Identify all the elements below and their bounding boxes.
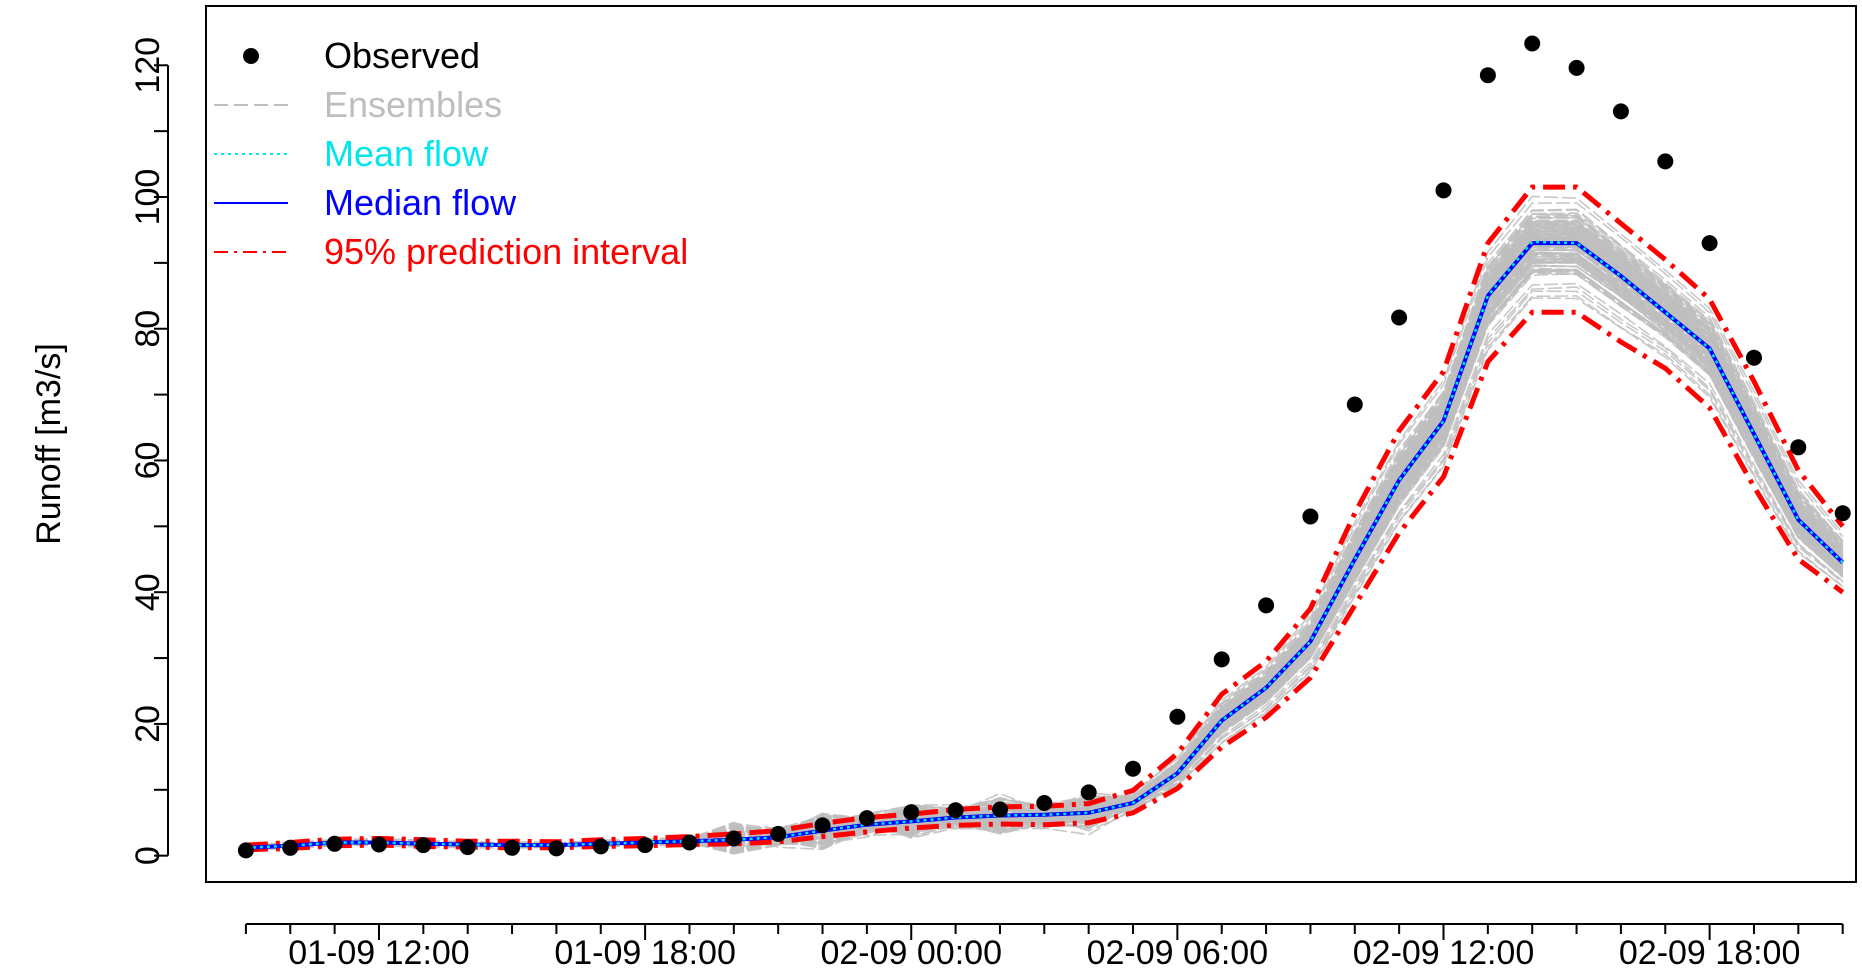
legend-label: Observed: [324, 35, 480, 76]
y-tick-label: 0: [129, 846, 167, 865]
observed-point: [1435, 182, 1452, 199]
ensemble-member: [245, 297, 1844, 850]
observed-point: [814, 817, 831, 834]
observed-point: [1568, 59, 1585, 76]
observed-point: [1524, 35, 1541, 52]
observed-point: [592, 838, 609, 855]
observed-point: [1346, 396, 1363, 413]
observed-point: [504, 839, 520, 856]
ensemble-member: [245, 225, 1844, 849]
x-tick-label: 02-09 12:00: [1353, 934, 1535, 970]
ensemble-member: [245, 217, 1844, 847]
ensemble-member: [245, 249, 1844, 849]
x-tick-label: 01-09 18:00: [554, 934, 736, 970]
y-tick-label: 20: [129, 705, 167, 743]
observed-point: [1080, 784, 1097, 801]
observed-point: [947, 802, 964, 819]
ensemble-member: [245, 290, 1844, 851]
y-tick-label: 80: [129, 310, 167, 348]
observed-point: [1169, 708, 1186, 725]
observed-point: [992, 801, 1008, 818]
ensemble-member: [245, 235, 1844, 849]
ensemble-member: [245, 286, 1844, 850]
observed-point: [1302, 508, 1319, 525]
y-tick-label: 40: [129, 573, 167, 611]
observed-point: [1834, 505, 1851, 522]
legend-label: 95% prediction interval: [324, 231, 688, 272]
ensemble-member: [245, 259, 1844, 855]
x-tick-label: 02-09 18:00: [1619, 934, 1801, 970]
observed-point: [725, 830, 742, 847]
observed-point: [1479, 67, 1496, 84]
ensemble-member: [245, 264, 1844, 850]
observed-point: [770, 825, 787, 842]
y-axis-title: Runoff [m3/s]: [30, 343, 68, 545]
observed-point: [237, 842, 254, 859]
observed-point: [903, 804, 920, 821]
x-tick-label: 01-09 12:00: [288, 934, 470, 970]
y-tick-label: 100: [129, 169, 167, 226]
observed-point: [1657, 153, 1674, 170]
x-tick-label: 02-09 06:00: [1087, 934, 1269, 970]
y-tick-label: 120: [129, 37, 167, 94]
legend-label: Ensembles: [324, 84, 502, 125]
legend-label: Median flow: [324, 182, 517, 223]
observed-point: [548, 840, 565, 857]
observed-point: [1036, 795, 1053, 811]
observed-point: [326, 835, 343, 852]
ensemble-member: [245, 236, 1844, 850]
observed-point: [858, 810, 875, 827]
legend-label: Mean flow: [324, 133, 489, 174]
y-tick-label: 60: [129, 442, 167, 480]
observed-point: [1612, 103, 1629, 120]
observed-point: [371, 836, 387, 853]
observed-point: [1746, 349, 1762, 366]
x-tick-label: 02-09 00:00: [820, 934, 1002, 970]
observed-point: [637, 837, 654, 854]
observed-point: [1125, 760, 1141, 777]
observed-point: [1213, 651, 1230, 668]
legend: Observed Ensembles Mean flow Median flow 95%…: [214, 35, 688, 272]
ensemble-member: [245, 261, 1844, 849]
observed-point: [1790, 439, 1807, 456]
ensemble-member: [245, 246, 1844, 854]
observed-point: [1701, 235, 1718, 252]
axes-layer: 0 20 40 60 80 100 120 01-09 12:00 01-09 18:00 02-…: [129, 37, 1844, 970]
observed-points-layer: [237, 35, 1851, 859]
plot-frame: [205, 5, 1857, 883]
observed-point: [415, 837, 432, 854]
observed-point: [282, 839, 299, 856]
observed-point: [459, 839, 476, 856]
observed-point: [681, 834, 698, 851]
observed-point: [1391, 309, 1408, 326]
legend-symbol-observed: [243, 48, 259, 64]
ensemble-member: [245, 219, 1844, 848]
observed-point: [1258, 597, 1275, 614]
